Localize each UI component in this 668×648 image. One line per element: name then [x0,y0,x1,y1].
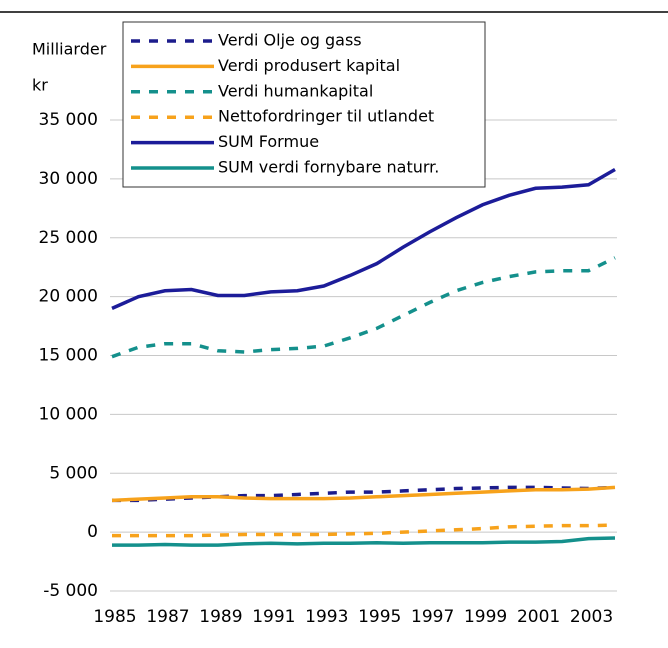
legend: Verdi Olje og gass Verdi produsert kapita… [122,21,486,188]
y-tick-label: 15 000 [39,346,98,366]
legend-box [122,21,486,188]
plot-area: -5 000 0 5 000 10 000 15 000 20 000 25 000 30 0… [39,110,617,627]
y-tick-label: 25 000 [39,228,98,248]
y-tick-label: 10 000 [39,404,98,424]
y-axis-label: Milliarder [32,40,107,59]
x-tick-label: 1985 [93,607,136,627]
x-tick-label: 1995 [358,607,401,627]
series-line [112,523,616,538]
series-line [112,536,616,547]
y-tick-label: -5 000 [43,581,98,601]
y-tick-label: 0 [87,522,98,542]
legend-label: Verdi Olje og gass [218,31,362,50]
y-tick-label: 20 000 [39,287,98,307]
x-tick-label: 1997 [411,607,454,627]
x-tick-label: 1999 [464,607,507,627]
y-axis-label: kr [32,76,48,95]
y-tick-label: 35 000 [39,110,98,130]
series-line [111,485,616,503]
x-tick-label: 1991 [252,607,295,627]
y-tick-label: 30 000 [39,169,98,189]
y-tick-label: 5 000 [49,463,98,483]
legend-label: SUM verdi fornybare naturr. [218,158,439,177]
x-tick-label: 1987 [146,607,189,627]
legend-label: SUM Formue [218,132,319,151]
x-tick-label: 1989 [199,607,242,627]
series-line [111,167,616,310]
legend-label: Verdi produsert kapital [218,56,400,75]
x-tick-label: 2001 [517,607,560,627]
series-line [112,485,616,503]
x-tick-label: 2003 [570,607,613,627]
x-tick-label: 1993 [305,607,348,627]
series-line [111,256,616,359]
legend-label: Verdi humankapital [218,81,373,100]
legend-label: Nettofordringer til utlandet [218,107,434,126]
